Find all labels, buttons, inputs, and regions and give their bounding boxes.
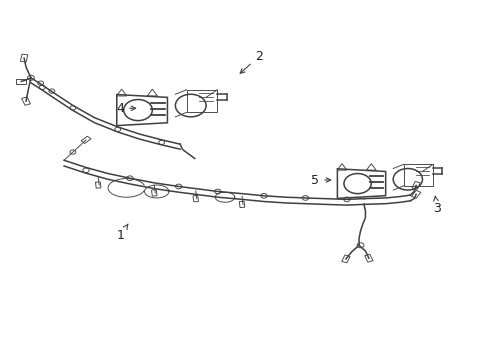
Text: 5: 5 [310, 174, 330, 186]
Text: 2: 2 [240, 50, 263, 73]
Text: 1: 1 [116, 224, 128, 242]
Text: 4: 4 [116, 102, 135, 115]
Text: 3: 3 [432, 196, 440, 215]
